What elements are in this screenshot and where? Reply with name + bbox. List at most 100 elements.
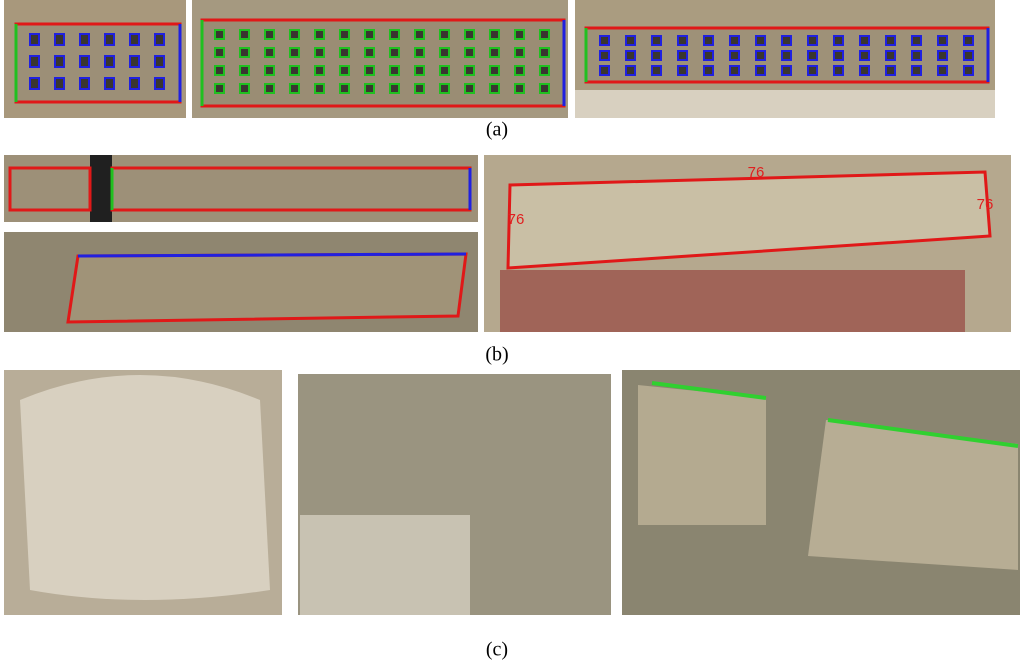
building — [638, 385, 766, 525]
window — [214, 65, 225, 76]
window — [937, 65, 948, 76]
building — [300, 515, 470, 615]
window — [464, 47, 475, 58]
window — [104, 77, 115, 90]
window — [339, 29, 350, 40]
window — [389, 29, 400, 40]
window — [29, 55, 40, 68]
window — [289, 29, 300, 40]
window — [859, 35, 870, 46]
window — [439, 47, 450, 58]
window — [755, 65, 766, 76]
window — [29, 33, 40, 46]
window — [339, 65, 350, 76]
window — [129, 55, 140, 68]
window — [539, 83, 550, 94]
window — [833, 50, 844, 61]
window — [54, 55, 65, 68]
window — [937, 35, 948, 46]
window — [314, 65, 325, 76]
window — [129, 33, 140, 46]
window — [54, 77, 65, 90]
window — [781, 35, 792, 46]
window — [963, 50, 974, 61]
window — [439, 83, 450, 94]
window — [651, 50, 662, 61]
gap — [90, 155, 112, 222]
window — [364, 65, 375, 76]
window — [599, 65, 610, 76]
window — [239, 29, 250, 40]
window — [339, 47, 350, 58]
window — [154, 33, 165, 46]
window — [807, 50, 818, 61]
window — [439, 65, 450, 76]
window — [703, 65, 714, 76]
window — [514, 65, 525, 76]
window — [389, 83, 400, 94]
caption: (a) — [486, 119, 508, 141]
window — [314, 47, 325, 58]
window — [239, 65, 250, 76]
window — [289, 47, 300, 58]
window — [514, 29, 525, 40]
facade-label: 76 — [748, 164, 765, 181]
window — [885, 50, 896, 61]
window — [79, 77, 90, 90]
window — [833, 65, 844, 76]
window — [539, 29, 550, 40]
window — [239, 47, 250, 58]
window — [264, 47, 275, 58]
window — [414, 65, 425, 76]
facade — [16, 24, 180, 102]
window — [389, 47, 400, 58]
window — [79, 55, 90, 68]
facade — [202, 20, 564, 106]
edge — [77, 252, 467, 258]
window — [911, 35, 922, 46]
window — [859, 50, 870, 61]
window — [464, 83, 475, 94]
window — [677, 65, 688, 76]
window — [414, 29, 425, 40]
window — [625, 65, 636, 76]
window — [314, 29, 325, 40]
window — [677, 50, 688, 61]
photo — [4, 155, 478, 222]
facade-outline — [66, 252, 468, 324]
panel-a2 — [192, 0, 568, 118]
window — [781, 50, 792, 61]
window — [599, 50, 610, 61]
window — [104, 55, 115, 68]
window — [464, 65, 475, 76]
window — [489, 47, 500, 58]
window — [214, 29, 225, 40]
window — [729, 65, 740, 76]
building — [20, 375, 270, 600]
window — [489, 65, 500, 76]
window — [489, 29, 500, 40]
window — [79, 33, 90, 46]
panel-b2 — [4, 232, 478, 332]
window — [911, 65, 922, 76]
window — [599, 35, 610, 46]
window — [364, 47, 375, 58]
window — [154, 55, 165, 68]
window — [514, 83, 525, 94]
window — [289, 83, 300, 94]
window — [539, 65, 550, 76]
window — [414, 47, 425, 58]
window — [755, 35, 766, 46]
window — [364, 83, 375, 94]
window — [129, 77, 140, 90]
window — [807, 65, 818, 76]
panel-c1 — [4, 370, 282, 615]
window — [264, 29, 275, 40]
window — [781, 65, 792, 76]
building — [808, 420, 1018, 570]
window — [364, 29, 375, 40]
window — [514, 47, 525, 58]
window — [651, 65, 662, 76]
window — [464, 29, 475, 40]
